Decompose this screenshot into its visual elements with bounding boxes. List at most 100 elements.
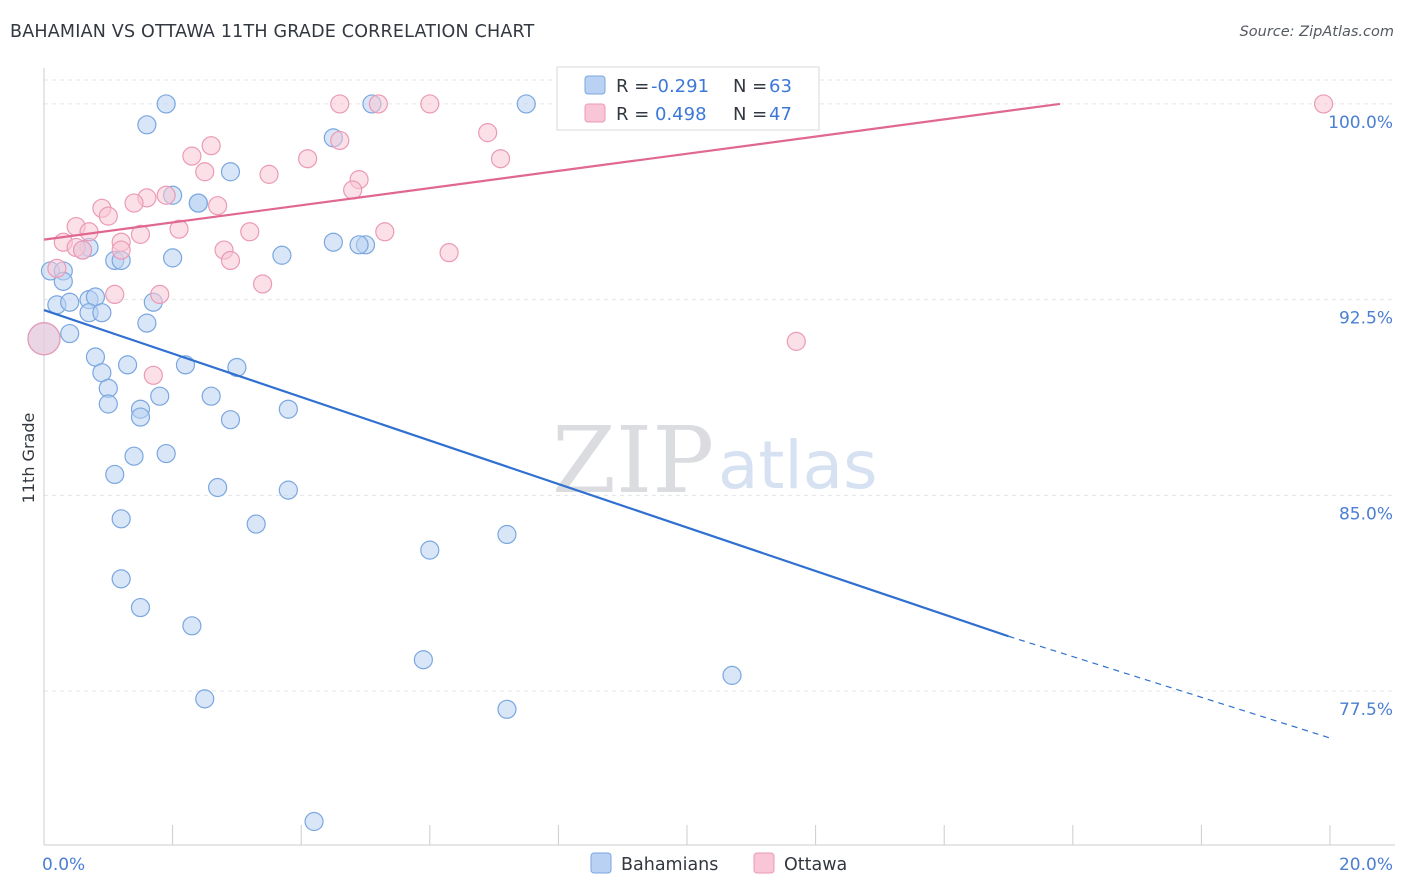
watermark-zip-text: ZIP [552,407,714,514]
bahamians-point [137,313,157,333]
bahamians-point [413,650,433,670]
chart-title: BAHAMIAN VS OTTAWA 11TH GRADE CORRELATIO… [10,22,535,42]
bahamians-point [323,232,343,252]
bottom-legend-label-ottawa: Ottawa [784,855,847,875]
bahamians-point [182,616,202,636]
x-tick-label: 20.0% [1339,855,1393,875]
ottawa-point [201,136,221,156]
ottawa-point [150,284,170,305]
bahamians-point [201,386,221,406]
bahamians-point [156,94,176,114]
bottom-legend-label-bahamians: Bahamians [621,855,718,875]
bahamians-point [208,477,228,498]
legend-n-label-bahamians: N = [733,76,767,97]
legend-r-label-bahamians: R = [616,76,649,97]
ottawa-point [786,331,806,351]
x-tick-label: 0.0% [42,855,85,875]
bahamians-point [220,162,241,182]
legend-r-value-ottawa: 0.498 [655,104,707,125]
bahamians-point [195,689,215,709]
bottom-legend-swatch-bahamians [590,852,612,874]
bahamians-point [497,699,517,719]
grid-layer [44,79,1395,692]
bahamians-point [156,443,176,464]
legend: R = -0.291 N = 63 R = 0.498 N = 47 [556,66,820,131]
bahamians-point [188,193,208,213]
ottawa-trend-line [43,102,1061,241]
ottawa-point [111,240,131,260]
legend-n-value-ottawa: 47 [769,104,792,125]
ottawa-point [143,365,163,385]
bahamians-point [278,399,298,419]
source-credit: Source: ZipAtlas.com [1239,24,1394,40]
legend-r-label-ottawa: R = [616,104,649,125]
bahamians-point [111,509,131,529]
bahamians-point [105,464,125,485]
bahamians-point [722,665,742,685]
watermark-atlas-text: atlas [718,427,878,504]
ottawa-point [182,146,202,166]
ottawa-point [105,284,125,305]
points-layer [27,94,1334,832]
legend-n-label-ottawa: N = [733,104,767,125]
ottawa-point [47,258,67,278]
ottawa-point [330,130,350,151]
ottawa-point [368,94,388,114]
bahamians-point [349,235,369,255]
x-tick-labels: 0.0% 20.0% [42,855,1393,875]
axes-layer [43,68,1395,846]
bahamians-point [150,386,170,406]
ottawa-point [490,149,511,169]
ottawa-point [259,164,279,184]
bottom-legend-swatch-ottawa [753,852,775,874]
ottawa-point [253,274,273,294]
y-axis-title: 11th Grade [19,413,38,504]
bahamians-point [163,248,183,268]
ottawa-point [298,149,318,169]
y-tick-label: 100.0% [1328,113,1393,133]
ottawa-point [343,180,363,200]
bahamians-trend-extension [1008,635,1331,739]
bottom-legend: Bahamians Ottawa [590,852,847,875]
bahamians-point [220,410,241,430]
bahamians-point [111,569,131,589]
legend-swatch-ottawa [584,103,606,123]
bahamians-point [272,245,292,265]
ottawa-point [439,243,459,263]
legend-r-value-bahamians: -0.291 [651,76,709,97]
bahamians-point [130,407,151,427]
y-tick-label: 92.5% [1339,309,1393,329]
ottawa-point [27,322,61,356]
ottawa-point [330,94,350,114]
bahamians-point [246,514,266,534]
ottawa-point [130,224,151,244]
ottawa-point [220,250,241,271]
bahamians-point [92,303,112,323]
ottawa-point [156,185,176,205]
bahamians-trend-line [43,309,1009,638]
bahamians-point [60,292,80,312]
trend-layer [43,102,1331,739]
y-tick-label: 85.0% [1339,504,1393,524]
ottawa-point [195,162,215,182]
y-tick-label: 77.5% [1339,700,1393,720]
bahamians-point [420,540,440,560]
bahamians-point [130,597,151,618]
legend-n-value-bahamians: 63 [769,76,792,97]
bahamians-point [124,446,144,466]
ottawa-point [375,222,395,242]
bahamians-point [117,355,138,375]
bahamians-point [137,115,157,135]
ottawa-point [208,196,228,216]
bahamians-point [516,94,536,114]
bahamians-point [227,357,247,378]
ottawa-point [98,206,118,226]
ottawa-point [240,222,260,242]
ottawa-point [72,240,93,260]
bahamians-point [304,811,324,832]
ottawa-point [478,123,498,143]
bahamians-point [60,323,80,344]
ottawa-point [1313,94,1334,114]
y-tick-labels: 77.5% 85.0% 92.5% 100.0% [1328,113,1393,720]
